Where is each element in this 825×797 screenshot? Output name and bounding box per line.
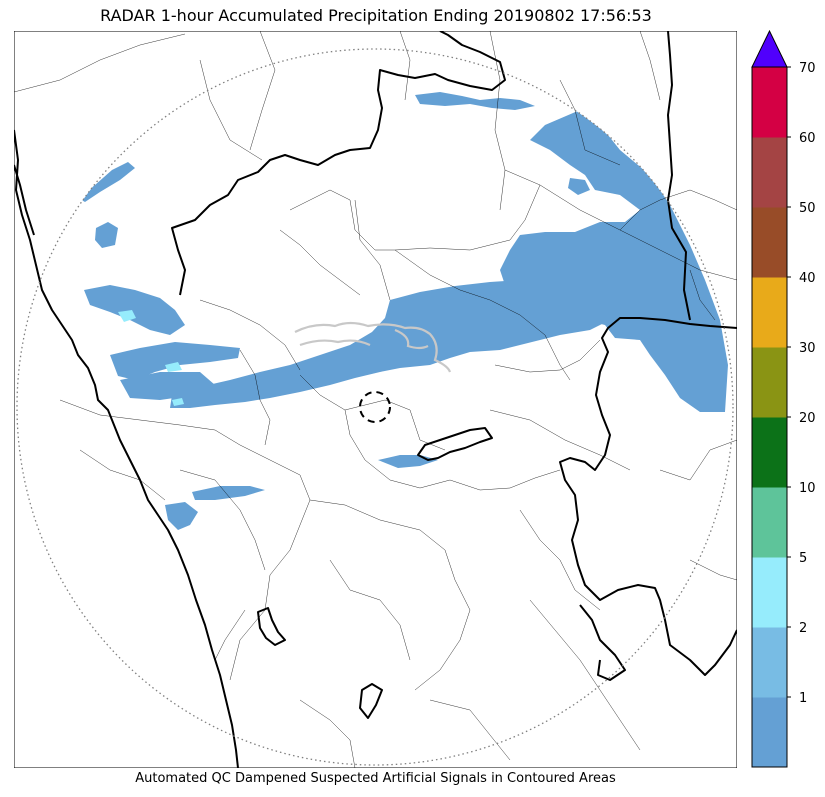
radar-site-marker — [359, 391, 391, 423]
south-enclave-border — [359, 683, 383, 719]
colorbar-tick-label-10: 10 — [799, 481, 816, 496]
colorbar-bin-10-20 — [752, 417, 787, 488]
colorbar-bin-1-2 — [752, 627, 787, 698]
precip-west-coast-1 — [84, 285, 185, 335]
qc-footnote: Automated QC Dampened Suspected Artifici… — [135, 771, 616, 786]
colorbar-tick-label-2: 2 — [799, 621, 807, 636]
colorbar-tick-label-5: 5 — [799, 551, 807, 566]
precip-northeast-band — [500, 110, 728, 412]
southern-enclave-border — [257, 607, 286, 646]
precipitation-cyan-patches — [118, 310, 184, 406]
coastline — [14, 129, 239, 768]
colorbar-bin-40-50 — [752, 207, 787, 278]
district-boundaries — [14, 31, 737, 768]
colorbar-bin-2-5 — [752, 557, 787, 628]
precip-west-band — [110, 342, 240, 380]
colorbar-tick-label-1: 1 — [799, 691, 807, 706]
colorbar-bin-30-40 — [752, 277, 787, 348]
colorbar-tick-label-70: 70 — [799, 61, 816, 76]
precip-southwest-spot — [165, 502, 198, 530]
central-enclave-border — [417, 427, 493, 461]
state-boundaries — [14, 31, 737, 768]
colorbar-bin-5-10 — [752, 487, 787, 558]
northeast-state-border — [667, 31, 691, 321]
precip-south-streak — [192, 486, 265, 500]
precipitation-layer — [78, 92, 728, 530]
colorbar-tick-label-50: 50 — [799, 201, 816, 216]
radar-range-ring — [16, 48, 734, 766]
colorbar-bin-60-70 — [752, 67, 787, 138]
map-area — [14, 31, 737, 768]
precip-west-coast-2 — [120, 372, 215, 400]
colorbar-bin-50-60 — [752, 137, 787, 208]
colorbar-tick-label-60: 60 — [799, 131, 816, 146]
qc-contoured-areas — [294, 321, 452, 373]
southeast-state-border — [579, 604, 626, 681]
precip-northwest-spot — [95, 222, 118, 248]
colorbar-tick-label-30: 30 — [799, 341, 816, 356]
colorbar-tick-label-20: 20 — [799, 411, 816, 426]
precip-east-spot — [568, 178, 590, 195]
precip-northwest-streak — [78, 162, 135, 202]
colorbar-bin-0-1 — [752, 697, 787, 768]
colorbar: 1 2 5 10 20 30 40 50 60 70 — [751, 29, 816, 768]
northwest-state-border — [14, 164, 35, 236]
precip-central-band — [170, 280, 610, 408]
precip-north-streak — [415, 92, 535, 110]
map-title: RADAR 1-hour Accumulated Precipitation E… — [100, 6, 652, 25]
colorbar-extend-triangle — [751, 29, 788, 68]
colorbar-bin-20-30 — [752, 347, 787, 418]
eastern-state-border — [559, 317, 737, 676]
colorbar-tick-label-40: 40 — [799, 271, 816, 286]
northern-state-border — [171, 31, 506, 296]
